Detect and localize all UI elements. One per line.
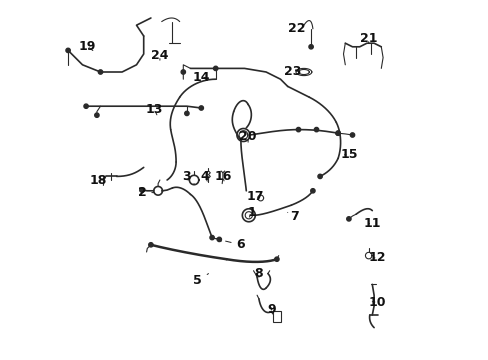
Text: 16: 16 <box>214 170 231 183</box>
Text: 23: 23 <box>284 65 301 78</box>
Circle shape <box>209 235 214 240</box>
Circle shape <box>335 131 340 135</box>
Circle shape <box>274 257 279 261</box>
Circle shape <box>349 133 354 137</box>
Text: 10: 10 <box>368 296 386 309</box>
Text: 7: 7 <box>287 210 299 222</box>
Circle shape <box>317 174 322 179</box>
Text: 21: 21 <box>359 32 377 45</box>
Circle shape <box>308 45 313 49</box>
Text: 20: 20 <box>239 130 256 143</box>
Circle shape <box>140 188 144 192</box>
Circle shape <box>181 70 185 74</box>
Text: 17: 17 <box>246 190 264 203</box>
Text: 9: 9 <box>266 303 275 316</box>
Text: 4: 4 <box>200 170 209 183</box>
Bar <box>272 311 281 322</box>
Circle shape <box>148 243 153 247</box>
Circle shape <box>199 106 203 110</box>
Text: 19: 19 <box>78 40 95 53</box>
Text: 14: 14 <box>192 71 210 84</box>
Circle shape <box>98 70 102 74</box>
Text: 8: 8 <box>254 267 263 280</box>
Text: 12: 12 <box>368 251 386 264</box>
Circle shape <box>184 111 189 116</box>
Circle shape <box>346 217 350 221</box>
Text: 2: 2 <box>137 186 154 199</box>
Text: 22: 22 <box>287 22 305 35</box>
Text: 18: 18 <box>90 174 107 186</box>
Text: 11: 11 <box>363 217 380 230</box>
Circle shape <box>217 237 221 242</box>
Text: 3: 3 <box>182 170 194 184</box>
Text: 24: 24 <box>151 49 168 62</box>
Circle shape <box>310 189 314 193</box>
Circle shape <box>66 48 70 53</box>
Circle shape <box>213 66 218 71</box>
Circle shape <box>296 127 300 132</box>
Text: 15: 15 <box>340 148 357 161</box>
Text: 13: 13 <box>145 103 163 116</box>
Text: 5: 5 <box>193 274 208 287</box>
Circle shape <box>314 127 318 132</box>
Text: 6: 6 <box>225 238 244 251</box>
Circle shape <box>335 131 340 135</box>
Text: 1: 1 <box>247 206 256 219</box>
Circle shape <box>84 104 88 108</box>
Circle shape <box>95 113 99 117</box>
